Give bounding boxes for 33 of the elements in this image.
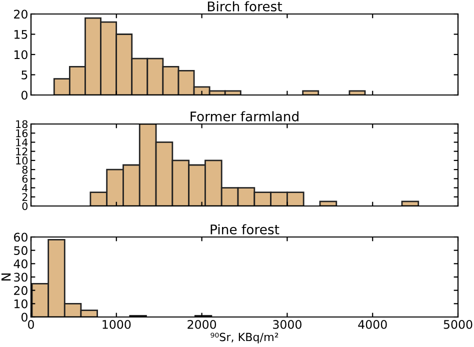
y-tick-label: 50 bbox=[14, 246, 28, 255]
y-tick-label: 5 bbox=[22, 70, 28, 80]
y-tick-label: 60 bbox=[14, 232, 28, 242]
y-tick-label: 8 bbox=[22, 166, 28, 174]
y-tick-label: 0 bbox=[21, 312, 28, 322]
y-tick-label: 18 bbox=[16, 120, 28, 128]
y-axis-title: N bbox=[1, 274, 11, 280]
x-tick-label: 3000 bbox=[273, 320, 302, 329]
y-tick-label: 10 bbox=[14, 50, 28, 60]
y-tick-label: 40 bbox=[14, 259, 28, 268]
y-tick-label: 6 bbox=[22, 174, 28, 183]
y-tick-label: 30 bbox=[14, 272, 28, 282]
x-axis-title: ⁹⁰Sr, KBq/m² bbox=[210, 332, 278, 344]
chart-title: Pine forest bbox=[210, 224, 280, 234]
y-tick-label: 4 bbox=[22, 184, 28, 192]
chart-title: Birch forest bbox=[208, 1, 282, 12]
y-tick-label: 20 bbox=[14, 10, 28, 19]
y-tick-label: 20 bbox=[14, 286, 28, 295]
y-tick-label: 12 bbox=[16, 148, 28, 156]
y-tick-label: 16 bbox=[16, 129, 28, 138]
y-tick-label: 10 bbox=[14, 299, 28, 308]
x-tick-label: 4000 bbox=[358, 320, 387, 329]
y-tick-label: 2 bbox=[22, 193, 28, 201]
y-tick-label: 15 bbox=[14, 30, 28, 39]
y-tick-label: 0 bbox=[21, 90, 28, 100]
x-tick-label: 0 bbox=[28, 320, 34, 329]
x-tick-label: 1000 bbox=[102, 320, 131, 329]
chart-title: Former farmland bbox=[190, 111, 298, 122]
x-tick-label: 5000 bbox=[444, 320, 472, 329]
y-tick-label: 10 bbox=[16, 156, 28, 165]
x-tick-label: 2000 bbox=[188, 320, 216, 329]
y-tick-label: 14 bbox=[16, 138, 28, 146]
y-tick-label: 0 bbox=[22, 202, 28, 210]
